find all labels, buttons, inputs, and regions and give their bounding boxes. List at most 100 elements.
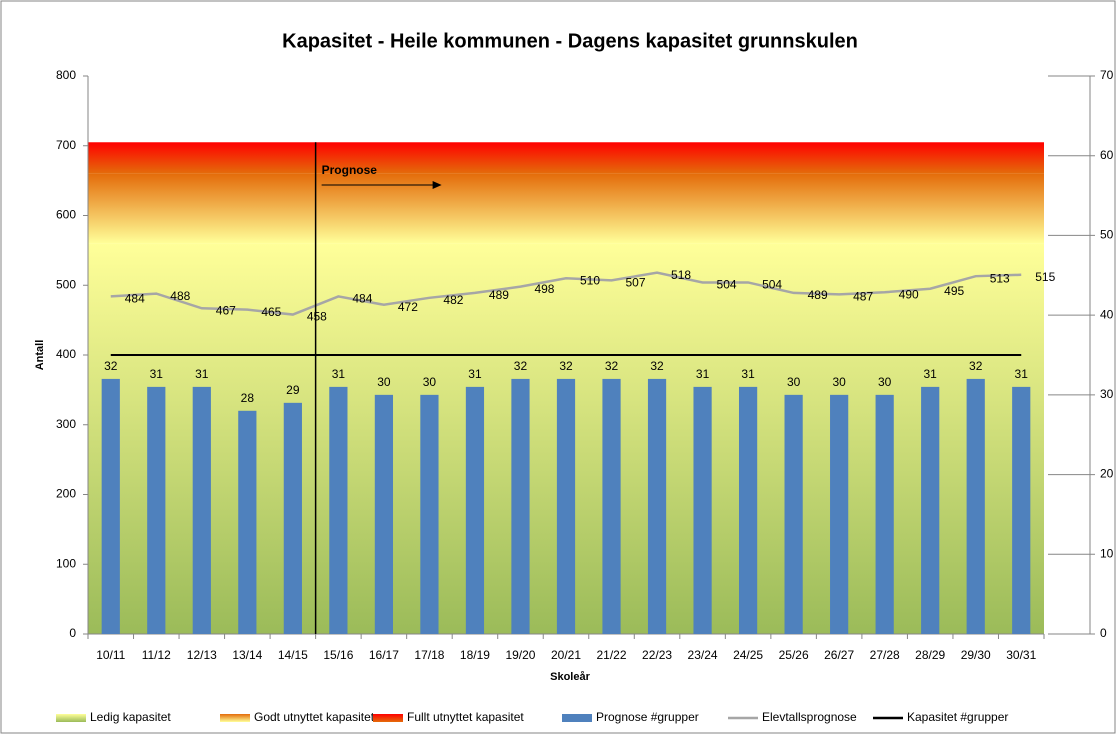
y-tick-label: 600 [56, 208, 76, 222]
x-tick-label: 15/16 [323, 648, 353, 662]
x-tick-label: 28/29 [915, 648, 945, 662]
bar-label: 32 [514, 359, 528, 373]
y2-tick-label: 30 [1100, 387, 1114, 401]
bar [420, 394, 439, 634]
line-label: 484 [352, 292, 372, 306]
legend-label: Godt utnyttet kapasitet [254, 710, 375, 724]
x-tick-label: 25/26 [779, 648, 809, 662]
legend-swatch [373, 714, 403, 722]
line-label: 490 [899, 287, 919, 301]
y-tick-label: 0 [69, 626, 76, 640]
bar [784, 394, 803, 634]
bar-label: 31 [468, 367, 482, 381]
line-label: 472 [398, 300, 418, 314]
line-label: 510 [580, 273, 600, 287]
bar [329, 386, 348, 634]
bar-label: 28 [241, 391, 255, 405]
line-label: 482 [443, 293, 463, 307]
bar [147, 386, 166, 634]
bar [647, 378, 667, 634]
line-label: 507 [626, 276, 646, 290]
y2-tick-label: 50 [1100, 228, 1114, 242]
bar-label: 32 [559, 359, 573, 373]
bar-label: 31 [1015, 367, 1029, 381]
bar-label: 32 [969, 359, 983, 373]
bar-label: 31 [741, 367, 755, 381]
bar [738, 386, 758, 634]
y-tick-label: 500 [56, 277, 76, 291]
y-tick-label: 400 [56, 347, 76, 361]
legend-swatch [220, 714, 250, 722]
bar-label: 31 [696, 367, 710, 381]
bar-label: 30 [377, 375, 391, 389]
chart-title: Kapasitet - Heile kommunen - Dagens kapa… [282, 30, 858, 52]
line-label: 515 [1035, 270, 1055, 284]
x-axis-title: Skoleår [550, 671, 590, 683]
bar [693, 386, 712, 634]
line-label: 489 [489, 288, 509, 302]
x-tick-label: 30/31 [1006, 648, 1036, 662]
bar-label: 31 [150, 367, 164, 381]
bar-label: 30 [423, 375, 437, 389]
line-label: 458 [307, 310, 327, 324]
y-axis-title: Antall [34, 340, 46, 371]
x-tick-label: 19/20 [505, 648, 535, 662]
bar [921, 386, 940, 634]
bar [465, 386, 485, 634]
x-tick-label: 27/28 [870, 648, 900, 662]
line [110, 271, 1022, 316]
legend-label: Ledig kapasitet [90, 710, 171, 724]
annotation: Prognose [322, 163, 378, 177]
x-tick-label: 11/12 [142, 648, 171, 662]
line-label: 504 [762, 278, 782, 292]
y-tick-label: 800 [56, 68, 76, 82]
capacity-band [88, 142, 1044, 174]
bar [374, 394, 394, 634]
legend-label: Kapasitet #grupper [907, 710, 1008, 724]
line-label: 484 [125, 292, 145, 306]
x-tick-label: 18/19 [460, 648, 490, 662]
bar [192, 386, 211, 634]
bar [830, 394, 849, 634]
line-label: 488 [170, 289, 190, 303]
y2-tick-label: 40 [1100, 307, 1114, 321]
bar [1012, 386, 1031, 634]
bar [602, 378, 621, 634]
bar [238, 410, 257, 634]
y-tick-label: 300 [56, 417, 76, 431]
bar [101, 378, 120, 634]
x-tick-label: 22/23 [642, 648, 672, 662]
x-tick-label: 21/22 [597, 648, 627, 662]
y2-tick-label: 10 [1100, 546, 1114, 560]
x-tick-label: 20/21 [551, 648, 581, 662]
y2-tick-label: 20 [1100, 467, 1114, 481]
bar-label: 31 [924, 367, 938, 381]
y2-tick-label: 60 [1100, 148, 1114, 162]
bar-label: 30 [832, 375, 846, 389]
bar-label: 31 [195, 367, 209, 381]
x-tick-label: 14/15 [278, 648, 308, 662]
x-tick-label: 17/18 [414, 648, 444, 662]
bar-label: 32 [605, 359, 619, 373]
x-tick-label: 10/11 [96, 648, 125, 662]
bar [875, 394, 894, 634]
bar-label: 30 [878, 375, 892, 389]
bar [283, 402, 302, 634]
line-label: 465 [261, 305, 281, 319]
line-label: 467 [216, 303, 236, 317]
capacity-band [88, 173, 1044, 244]
y2-tick-label: 0 [1100, 626, 1107, 640]
legend-label: Prognose #grupper [596, 710, 699, 724]
legend-label: Fullt utnyttet kapasitet [407, 710, 524, 724]
y-tick-label: 200 [56, 487, 76, 501]
x-tick-label: 12/13 [187, 648, 217, 662]
x-tick-label: 24/25 [733, 648, 763, 662]
line-label: 513 [990, 271, 1010, 285]
bar-label: 31 [332, 367, 346, 381]
bar-label: 30 [787, 375, 801, 389]
annotation-arrowhead [432, 181, 442, 189]
line-label: 504 [717, 278, 737, 292]
y2-tick-label: 70 [1100, 68, 1114, 82]
legend-label: Elevtallsprognose [762, 710, 857, 724]
legend-swatch [562, 714, 592, 722]
